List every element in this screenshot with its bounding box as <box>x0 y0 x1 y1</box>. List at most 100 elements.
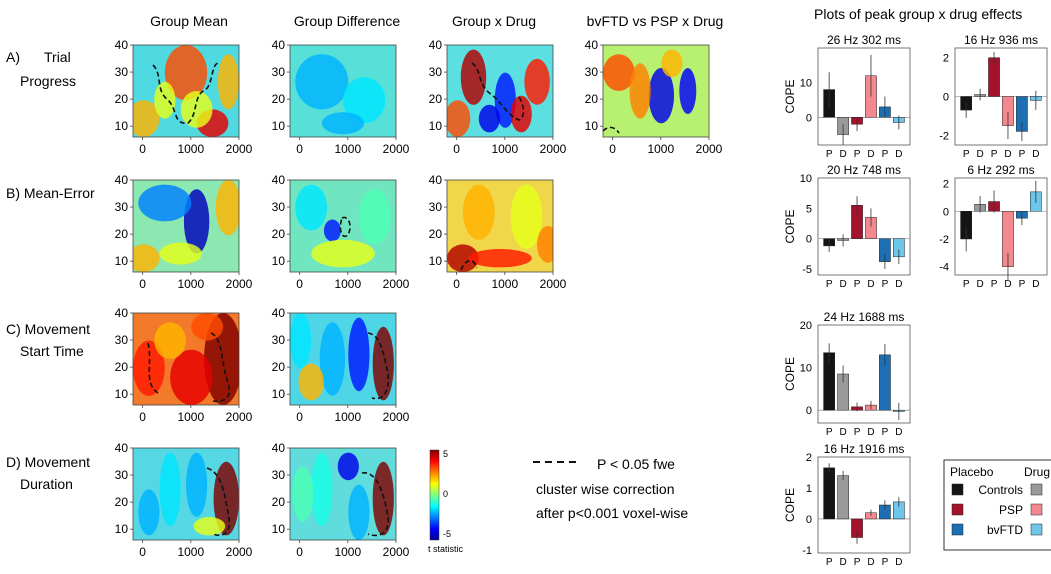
heatmap-field <box>133 45 239 137</box>
row-label-d-line1: D) Movement <box>6 454 90 470</box>
heatmap-y-tick-label: 30 <box>585 65 599 79</box>
heatmap-x-tick-label: 1000 <box>647 142 674 156</box>
heatmap-y-tick-label: 40 <box>272 306 286 320</box>
heatmap-y-tick-label: 40 <box>115 38 129 52</box>
bar-y-tick-label: -1 <box>802 545 812 557</box>
bar-y-tick-label: 10 <box>800 363 812 375</box>
heatmap-frame <box>132 447 240 541</box>
bar-category-label: D <box>839 557 846 568</box>
cluster-outline <box>152 62 219 124</box>
bar-category-label: D <box>976 149 983 160</box>
bar-category-label: D <box>1004 149 1011 160</box>
heatmap-field <box>447 180 553 272</box>
legend-swatch-drug <box>1030 503 1043 516</box>
heatmap-blob <box>348 317 370 392</box>
row-label-a-line2: Progress <box>20 73 76 89</box>
heatmap-frame <box>289 312 397 406</box>
heatmap-blob <box>603 54 635 91</box>
heatmap-y-tick-label: 40 <box>429 173 443 187</box>
heatmap-x-tick-label: 1000 <box>334 142 361 156</box>
colorbar-tick-0: 0 <box>443 489 448 499</box>
heatmap-x-tick-label: 2000 <box>540 277 567 291</box>
heatmap-blob <box>164 45 208 101</box>
heatmap-x-tick-label: 0 <box>453 277 460 291</box>
heatmap-field <box>133 313 239 405</box>
heatmap-blob <box>321 112 365 135</box>
heatmap-y-tick-label: 20 <box>585 92 599 106</box>
heatmap-blob <box>460 49 487 105</box>
heatmap-blob <box>154 322 187 359</box>
colorbar-tick-neg5: -5 <box>443 529 451 539</box>
heatmap-y-tick-label: 10 <box>429 254 443 268</box>
heatmap-blob <box>311 239 375 268</box>
heatmap-2: 40 30 20 10 0 1000 2000 <box>429 38 567 156</box>
heatmap-x-tick-label: 1000 <box>177 142 204 156</box>
heatmap-blob <box>159 242 202 265</box>
heatmap-x-tick-label: 1000 <box>334 545 361 559</box>
heatmap-x-tick-label: 1000 <box>491 277 518 291</box>
heatmap-blob <box>447 244 479 272</box>
heatmap-y-tick-label: 30 <box>272 65 286 79</box>
bar-y-tick-label: 1 <box>806 483 812 495</box>
heatmap-blob <box>358 189 391 245</box>
bar-panel-frame <box>817 177 911 276</box>
legend-swatch-placebo <box>951 523 964 536</box>
bar-panel-title: 16 Hz 936 ms <box>964 33 1038 47</box>
heatmap-y-tick-label: 30 <box>272 468 286 482</box>
heatmap-1: 40 30 20 10 0 1000 2000 <box>272 38 410 156</box>
heatmap-field <box>290 180 396 272</box>
heatmap-x-tick-label: 0 <box>296 142 303 156</box>
heatmap-blob <box>537 226 553 263</box>
bar-category-label: P <box>882 279 889 290</box>
bar-y-tick-label: 2 <box>943 179 949 191</box>
heatmap-blob <box>217 54 239 110</box>
heatmap-blob <box>462 184 495 240</box>
heatmap-y-tick-label: 20 <box>272 360 286 374</box>
heatmap-y-tick-label: 30 <box>429 65 443 79</box>
heatmap-field <box>290 448 396 540</box>
bar-category-label: D <box>1004 279 1011 290</box>
row-label-c-line1: C) Movement <box>6 321 90 337</box>
cluster-outline <box>339 216 351 237</box>
heatmap-blob <box>337 452 359 481</box>
heatmap-y-tick-label: 10 <box>272 119 286 133</box>
col-title-bvftd-vs-psp: bvFTD vs PSP x Drug <box>587 13 724 29</box>
bar-panel-title: 16 Hz 1916 ms <box>824 442 905 456</box>
heatmap-x-tick-label: 1000 <box>491 142 518 156</box>
legend-swatch-drug <box>1030 523 1043 536</box>
heatmap-3: 40 30 20 10 0 1000 2000 <box>585 38 723 156</box>
bar-y-label: COPE <box>783 209 797 243</box>
heatmap-x-tick-label: 2000 <box>383 410 410 424</box>
cluster-outline <box>460 259 478 271</box>
bar-y-tick-label: -5 <box>802 264 812 276</box>
heatmap-y-tick-label: 20 <box>115 92 129 106</box>
heatmap-y-tick-label: 20 <box>272 227 286 241</box>
significance-line3: after p<0.001 voxel-wise <box>536 505 688 521</box>
bar-y-tick-label: 0 <box>943 206 949 218</box>
heatmap-blob <box>138 184 192 222</box>
heatmap-x-tick-label: 1000 <box>334 277 361 291</box>
heatmap-y-tick-label: 20 <box>429 227 443 241</box>
heatmap-0: 40 30 20 10 0 1000 2000 <box>115 38 253 156</box>
heatmap-field <box>290 45 396 137</box>
bar-category-label: D <box>895 557 902 568</box>
heatmap-y-tick-label: 10 <box>585 119 599 133</box>
bar-category-label: D <box>839 279 846 290</box>
heatmap-x-tick-label: 1000 <box>177 545 204 559</box>
legend-drug-header: Drug <box>1024 465 1050 479</box>
bar-category-label: P <box>826 557 833 568</box>
bar-y-label: COPE <box>783 488 797 522</box>
bar-category-label: P <box>1019 279 1026 290</box>
bar-category-label: P <box>854 149 861 160</box>
colorbar-label: t statistic <box>428 544 464 554</box>
heatmap-y-tick-label: 40 <box>115 173 129 187</box>
heatmap-blob <box>323 219 341 242</box>
bar-y-tick-label: 10 <box>800 173 812 185</box>
heatmap-blob <box>447 100 471 137</box>
heatmap-y-tick-label: 20 <box>115 360 129 374</box>
heatmap-y-tick-label: 20 <box>272 495 286 509</box>
heatmap-x-tick-label: 2000 <box>226 410 253 424</box>
heatmap-y-tick-label: 40 <box>115 306 129 320</box>
